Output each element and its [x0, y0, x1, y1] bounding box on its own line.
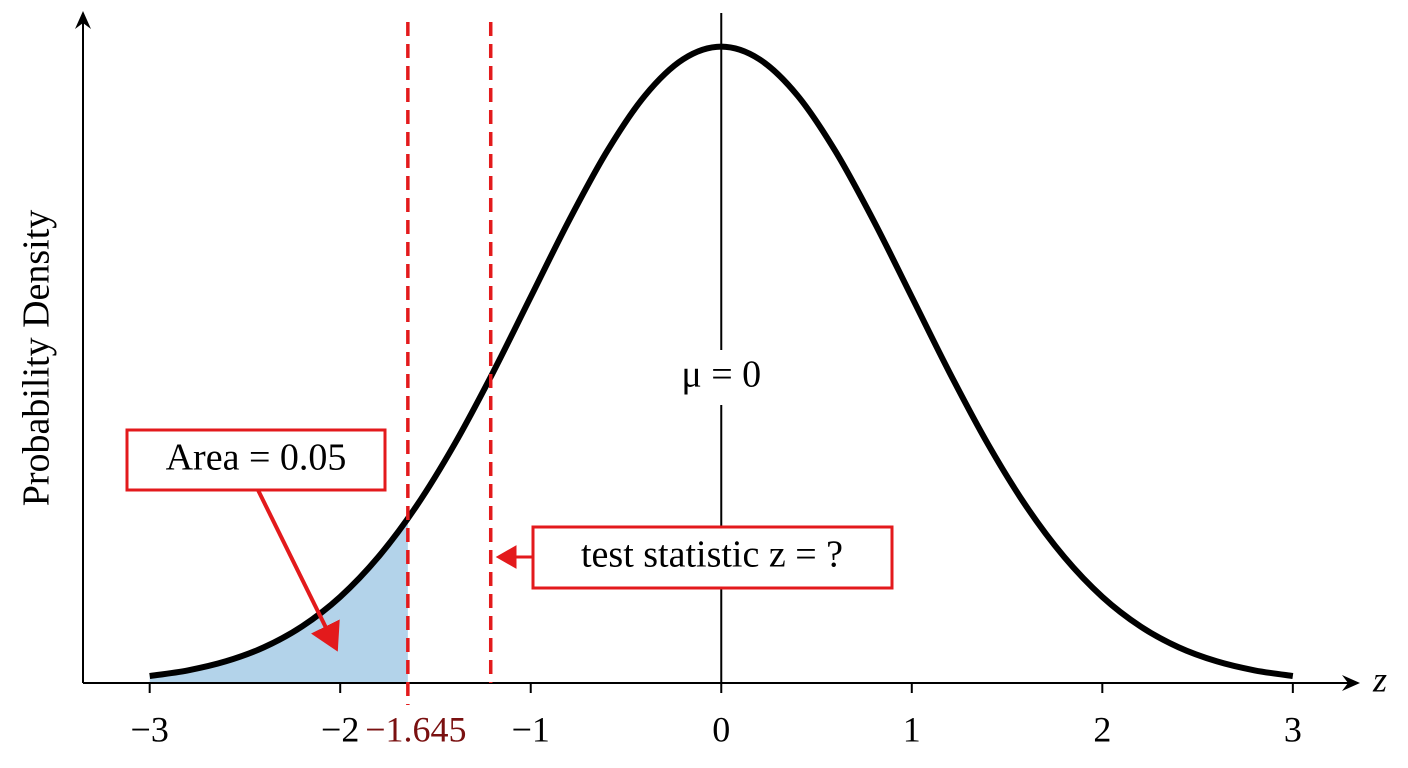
x-axis-label: z	[1372, 659, 1387, 699]
area-arrow	[256, 489, 340, 652]
test-box	[531, 525, 894, 590]
x-tick-label: 3	[1284, 709, 1302, 749]
x-tick-label: −3	[131, 709, 169, 749]
x-tick-label: 0	[712, 709, 730, 749]
test-statistic-label: test statistic z = ?	[581, 534, 843, 576]
x-tick-label: −1	[512, 709, 550, 749]
area-box	[125, 428, 387, 492]
mean-label: μ = 0	[681, 354, 761, 396]
x-tick-label: 1	[903, 709, 921, 749]
x-tick-label: −2	[321, 709, 359, 749]
area-label: Area = 0.05	[166, 437, 347, 479]
critical-label: −1.645	[365, 709, 466, 749]
y-axis-label: Probability Density	[16, 210, 58, 507]
density-curve	[149, 43, 1294, 679]
x-tick-label: 2	[1093, 709, 1111, 749]
shaded-area	[149, 517, 408, 683]
